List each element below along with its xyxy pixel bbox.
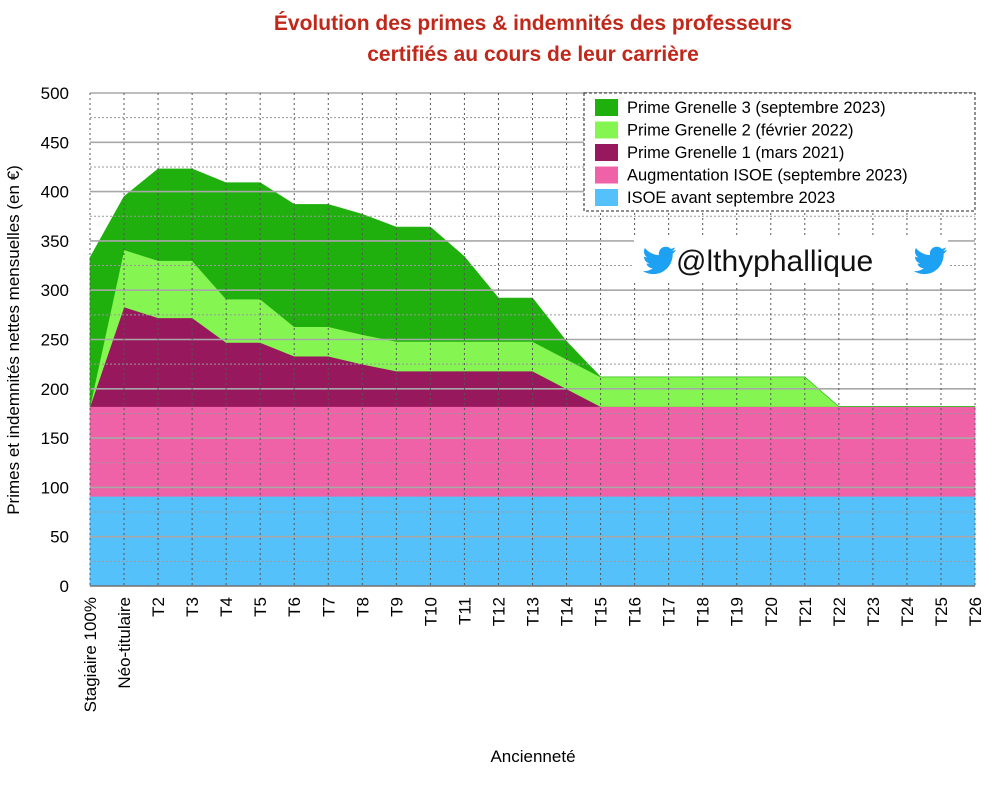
x-tick-label: T11: [455, 597, 474, 625]
chart-title-line-1: Évolution des primes & indemnités des pr…: [274, 12, 792, 35]
y-axis-ticks: 0 50 100 150 200 250 300 350 400 450 500: [41, 84, 69, 596]
x-tick-label: T5: [251, 597, 270, 617]
y-tick-label: 400: [41, 183, 69, 202]
y-tick-label: 50: [50, 528, 69, 547]
legend-swatch: [595, 166, 618, 184]
legend-label: ISOE avant septembre 2023: [627, 189, 835, 207]
legend-swatch: [595, 189, 618, 206]
x-tick-label: T19: [728, 597, 747, 626]
legend-label: Augmentation ISOE (septembre 2023): [627, 167, 908, 185]
legend-swatch: [595, 144, 618, 161]
legend-box: [583, 92, 976, 212]
legend-label: Prime Grenelle 2 (février 2022): [627, 122, 854, 140]
x-tick-label: T18: [694, 597, 713, 626]
y-tick-label: 250: [41, 331, 69, 350]
x-tick-label: T12: [489, 597, 508, 626]
x-tick-label: T2: [149, 597, 168, 617]
grid-lines: [89, 92, 976, 587]
y-tick-label: 200: [41, 380, 69, 399]
x-tick-label: T15: [592, 597, 611, 626]
x-tick-label: Néo-titulaire: [115, 597, 134, 689]
y-tick-label: 350: [41, 232, 69, 251]
legend-label: Prime Grenelle 1 (mars 2021): [627, 144, 844, 162]
x-axis-title: Ancienneté: [490, 747, 575, 766]
x-tick-label: T24: [898, 597, 917, 626]
x-tick-label: Stagiaire 100%: [81, 597, 100, 712]
legend: Prime Grenelle 3 (septembre 2023) Prime G…: [583, 92, 976, 212]
x-tick-label: T21: [796, 597, 815, 626]
y-tick-label: 100: [41, 478, 69, 497]
legend-swatch: [595, 99, 618, 116]
x-tick-label: T7: [319, 597, 338, 617]
chart-title-line-2: certifiés au cours de leur carrière: [367, 43, 699, 66]
y-tick-label: 500: [41, 84, 69, 103]
x-tick-label: T3: [183, 597, 202, 617]
x-tick-label: T22: [830, 597, 849, 626]
y-tick-label: 450: [41, 133, 69, 152]
area-augmentation-isoe-septembre-2023: [89, 406, 976, 497]
x-tick-label: T26: [966, 597, 985, 626]
x-tick-label: T20: [762, 597, 781, 626]
legend-swatch: [595, 121, 618, 139]
x-tick-label: T13: [524, 597, 543, 626]
x-tick-label: T17: [660, 597, 679, 626]
x-tick-label: T10: [421, 597, 440, 626]
y-axis-title: Primes et indemnités nettes mensuelles (…: [4, 165, 23, 515]
y-tick-label: 0: [60, 577, 69, 596]
watermark-handle: @lthyphallique: [676, 245, 873, 278]
x-tick-label: T9: [387, 597, 406, 617]
legend-label: Prime Grenelle 3 (septembre 2023): [627, 99, 886, 117]
watermark: @lthyphallique: [634, 236, 948, 282]
x-tick-label: T8: [353, 597, 372, 617]
x-tick-label: T25: [932, 597, 951, 626]
x-tick-label: T14: [558, 597, 577, 626]
x-tick-label: T16: [626, 597, 645, 626]
twitter-bird-icon-left: [642, 246, 677, 275]
y-tick-label: 300: [41, 281, 69, 300]
y-tick-label: 150: [41, 429, 69, 448]
x-tick-label: T23: [864, 597, 883, 626]
twitter-bird-icon-right: [913, 246, 948, 275]
x-tick-label: T4: [217, 597, 236, 617]
area-prime-grenelle-3-septembre-2023: [89, 168, 975, 407]
x-tick-label: T6: [285, 597, 304, 617]
x-axis-ticks: Stagiaire 100% Néo-titulaire T2 T3 T4 T5 T6 T7 T…: [81, 597, 985, 712]
